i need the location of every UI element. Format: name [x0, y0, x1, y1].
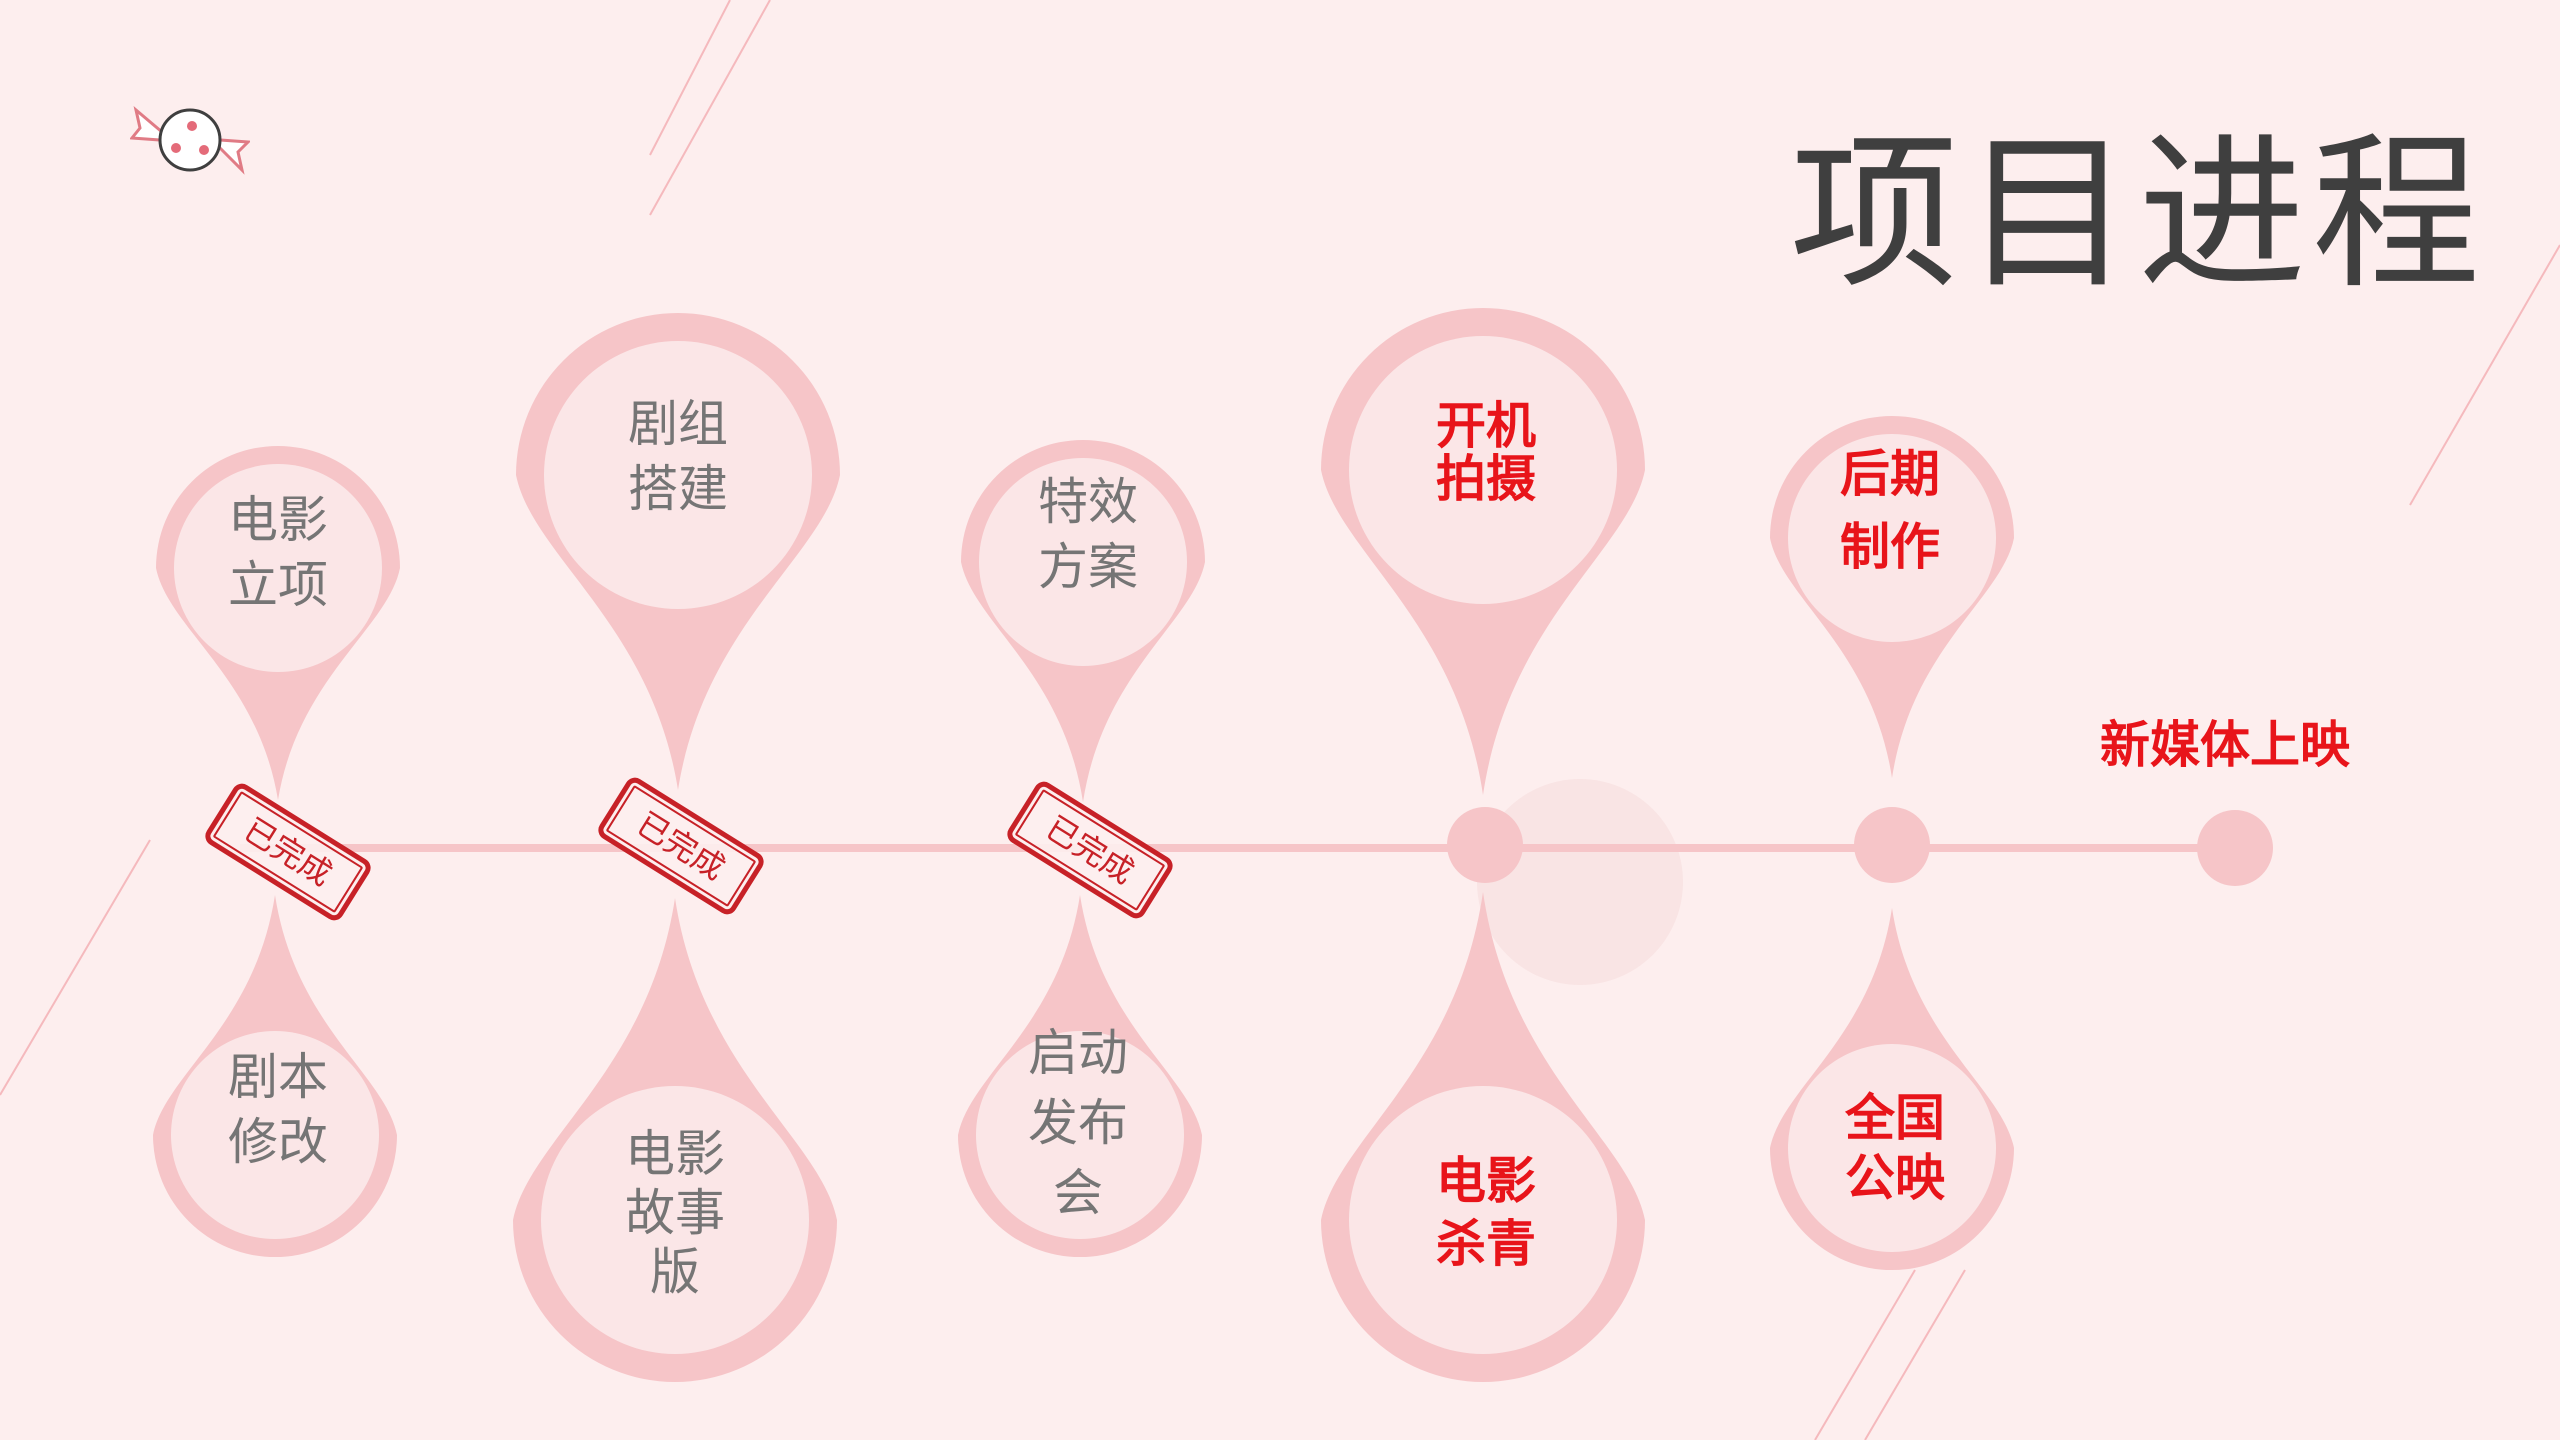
decor-line [0, 839, 151, 1096]
milestone-top-2: 剧组 搭建 [628, 395, 728, 518]
milestone-top-4: 开机 拍摄 [1436, 397, 1536, 508]
timeline-node-final [2197, 810, 2273, 886]
milestone-final: 新媒体上映 [2100, 716, 2350, 774]
page-title: 项目进程 [1790, 116, 2486, 312]
milestone-top-3: 特效 方案 [1038, 473, 1138, 596]
milestone-bottom-1: 剧本 修改 [228, 1048, 328, 1171]
milestone-bottom-5: 全国 公映 [1845, 1089, 1945, 1207]
pin-top-5 [1770, 415, 2014, 778]
decor-circle [1477, 779, 1683, 985]
pin-bottom-1 [152, 895, 398, 1258]
milestone-top-1: 电影 立项 [228, 491, 328, 614]
pin-top-2 [516, 313, 840, 790]
pin-top-4 [1321, 308, 1645, 795]
milestone-bottom-2: 电影 故事 版 [625, 1125, 725, 1301]
timeline-node [1854, 807, 1930, 883]
pin-top-3 [961, 439, 1205, 802]
decor-line [649, 0, 771, 216]
pin-top-1 [155, 445, 401, 800]
candy-icon [130, 105, 250, 175]
pin-bottom-3 [958, 895, 1202, 1258]
pin-bottom-4 [1321, 892, 1645, 1382]
decor-line [649, 0, 731, 156]
decor-line [1814, 1269, 1916, 1440]
timeline-node [1447, 807, 1523, 883]
pin-bottom-5 [1770, 908, 2014, 1271]
milestone-bottom-4: 电影 杀青 [1436, 1152, 1536, 1273]
decor-line [1864, 1269, 1966, 1440]
pin-bottom-2 [513, 898, 837, 1382]
decor-line [2409, 244, 2560, 506]
milestone-top-5: 后期 制作 [1840, 445, 1940, 576]
milestone-bottom-3: 启动 发布 会 [1028, 1024, 1128, 1222]
